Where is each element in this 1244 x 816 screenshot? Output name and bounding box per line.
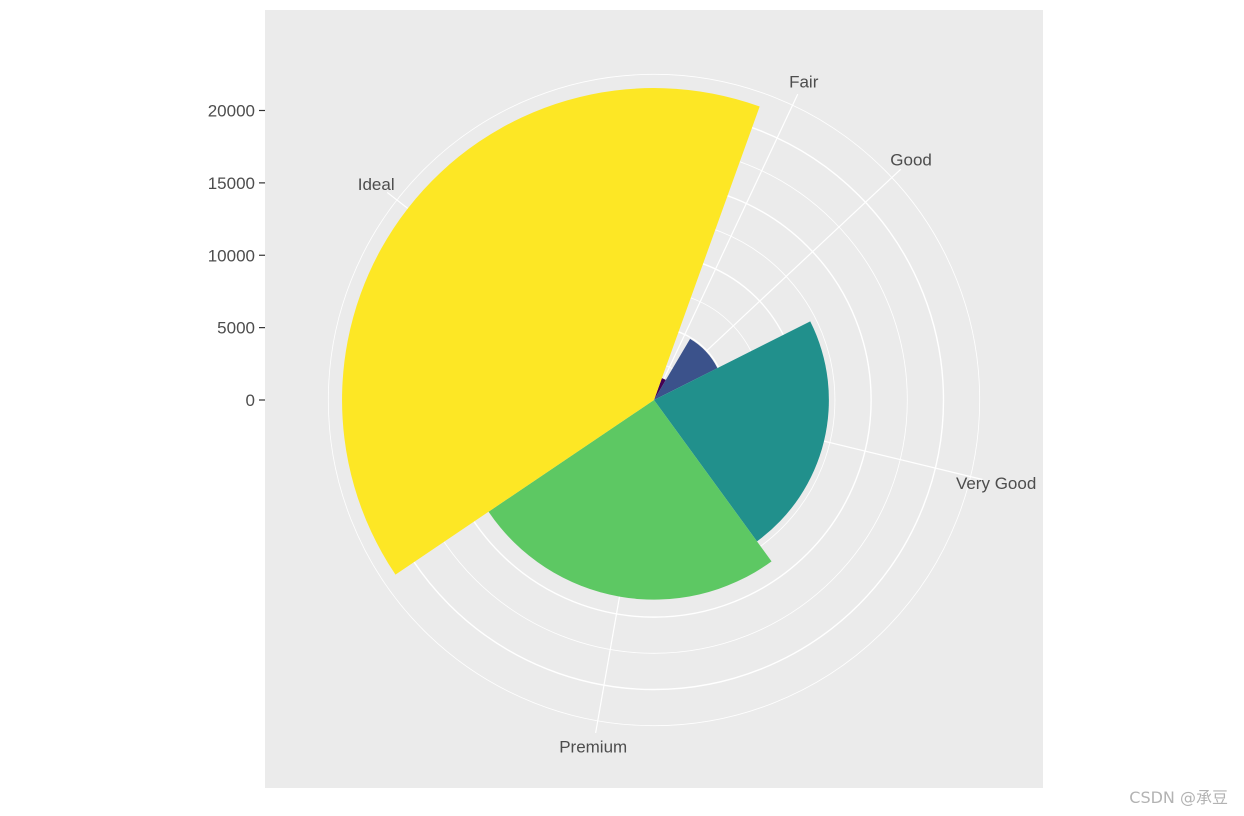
- category-label-good: Good: [890, 151, 932, 170]
- bar-premium: [488, 400, 772, 600]
- bar-good: [654, 338, 718, 400]
- category-label-premium: Premium: [559, 738, 627, 757]
- category-label-fair: Fair: [789, 72, 819, 91]
- y-axis: 0 5000 10000 15000 20000: [208, 102, 265, 410]
- category-label-very-good: Very Good: [956, 474, 1036, 493]
- watermark: CSDN @承豆: [1129, 788, 1228, 807]
- y-tick-label: 10000: [208, 246, 255, 265]
- bars: [342, 88, 829, 600]
- bar-ideal: [342, 88, 760, 575]
- y-tick-label: 0: [246, 391, 255, 410]
- bar-very-good: [654, 321, 829, 542]
- y-tick-label: 20000: [208, 102, 255, 121]
- y-tick-label: 15000: [208, 174, 255, 193]
- y-tick-label: 5000: [217, 319, 255, 338]
- category-labels: Fair Good Very Good Premium Ideal: [358, 72, 1037, 756]
- grid-circle: [327, 73, 981, 727]
- bar-fair: [654, 378, 666, 400]
- category-label-ideal: Ideal: [358, 175, 395, 194]
- radial-grid-line-fair: [653, 93, 799, 401]
